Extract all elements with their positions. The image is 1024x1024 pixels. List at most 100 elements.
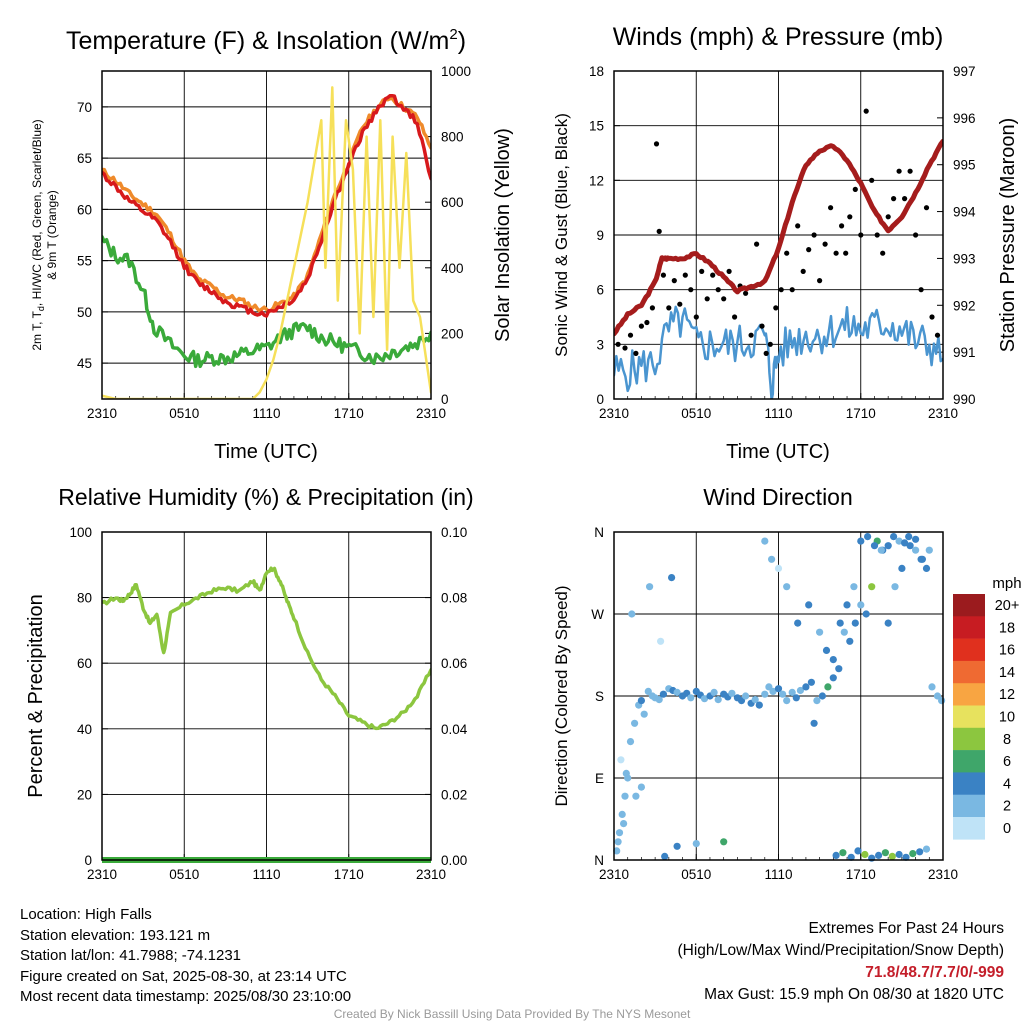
gust-point [795, 223, 801, 229]
direction-point [902, 853, 910, 861]
gust-point [644, 319, 650, 326]
gust-point [763, 350, 769, 356]
colorbar-swatch [953, 794, 985, 818]
direction-points [613, 533, 946, 862]
gust-point [918, 287, 924, 293]
direction-point [807, 678, 816, 686]
winds-chart-ylabel-left: Sonic Wind & Gust (Blue, Black) [552, 113, 571, 357]
winds-y2tick-label: 996 [953, 111, 976, 126]
direction-point [661, 852, 669, 861]
colorbar-level-label: 2 [1003, 799, 1011, 815]
colorbar-level-label: 18 [999, 620, 1015, 636]
direction-point [621, 792, 629, 800]
temp-series-line-3 [102, 86, 431, 399]
direction-xtick-label: 2310 [599, 867, 629, 882]
direction-point [687, 694, 695, 702]
humidity-ytick-label: 20 [77, 787, 92, 802]
temp-xtick-label: 0510 [169, 406, 199, 421]
humidity-y2tick-label: 0.10 [441, 525, 467, 540]
temp-frame [101, 70, 432, 400]
gust-point [653, 141, 660, 147]
direction-point [895, 537, 903, 545]
direction-point [847, 853, 855, 861]
gust-point [773, 305, 779, 311]
station-latlon: Station lat/lon: 41.7988; -74.1231 [20, 947, 242, 964]
speed-colorbar: 20+ 18 16 14 12 10 8 6 4 2 0 [953, 594, 1019, 840]
direction-point [628, 610, 636, 618]
winds-ytick-label: 15 [589, 119, 604, 134]
winds-chart-xlabel: Time (UTC) [726, 441, 830, 463]
temp-ytick-label: 55 [77, 254, 92, 269]
gust-point [615, 341, 621, 347]
direction-point [796, 686, 805, 695]
temp-y2tick-label: 400 [441, 261, 464, 276]
extremes-values: 71.8/48.7/7.7/0/-999 [865, 964, 1004, 981]
temp-y2tick-label: 600 [441, 195, 464, 210]
gust-point [743, 290, 749, 296]
gust-point [789, 287, 795, 293]
direction-point [659, 690, 668, 698]
direction-point [912, 546, 920, 554]
gust-point [902, 196, 908, 202]
direction-point [818, 692, 827, 700]
winds-y2tick-label: 991 [953, 345, 976, 360]
temp-series-line-2 [102, 235, 431, 369]
winds-y2tick-label: 997 [953, 64, 976, 79]
gust-point [748, 332, 754, 338]
gust-point [858, 232, 864, 238]
gust-point [699, 268, 705, 274]
direction-point [846, 637, 854, 645]
direction-point [792, 694, 800, 702]
temp-y2tick-label: 1000 [441, 64, 471, 79]
direction-point [774, 685, 783, 693]
colorbar-swatch [953, 705, 985, 729]
winds-xtick-label: 0510 [681, 406, 711, 421]
direction-point [728, 689, 736, 697]
gust-point [839, 223, 845, 229]
gust-point [880, 250, 886, 256]
direction-point [906, 542, 914, 550]
direction-point [737, 697, 746, 705]
direction-point [851, 619, 859, 627]
direction-point [720, 838, 728, 846]
colorbar-swatch [953, 727, 985, 751]
colorbar-level-label: 12 [999, 687, 1015, 703]
colorbar-swatch [953, 660, 985, 684]
direction-point [788, 688, 796, 697]
direction-point [884, 542, 892, 550]
direction-point [805, 601, 813, 609]
sonic-wind-line [614, 305, 943, 399]
direction-point [794, 619, 802, 627]
direction-point [909, 850, 917, 858]
direction-point [637, 783, 646, 791]
direction-point [857, 537, 865, 545]
temp-xtick-label: 2310 [416, 406, 446, 421]
direction-point [933, 692, 942, 700]
gust-point [929, 314, 935, 320]
direction-point [783, 583, 791, 591]
direction-point [779, 690, 787, 698]
humidity-chart-ylabel: Percent & Precipitation [25, 594, 47, 797]
direction-point [774, 564, 783, 573]
colorbar-swatch [953, 750, 985, 773]
temperature-chart-title: Temperature (F) & Insolation (W/m2) [66, 26, 466, 55]
temp-y2tick-label: 200 [441, 326, 464, 341]
humidity-ytick-label: 60 [77, 656, 92, 671]
direction-point [912, 535, 920, 543]
gust-point [627, 332, 634, 338]
colorbar-swatch [953, 638, 985, 662]
direction-point [922, 845, 931, 853]
humidity-ytick-label: 80 [77, 591, 92, 606]
direction-point [620, 820, 628, 828]
direction-point [632, 792, 640, 800]
direction-point [710, 688, 718, 697]
direction-point [916, 848, 924, 856]
winds-xtick-label: 1710 [846, 406, 876, 421]
direction-point [655, 696, 663, 704]
direction-point [810, 719, 818, 727]
direction-xtick-label: 2310 [928, 867, 958, 882]
gust-point [633, 350, 639, 356]
direction-ytick-label: E [595, 771, 604, 786]
winds-ytick-label: 18 [589, 64, 604, 79]
direction-point [673, 842, 681, 850]
